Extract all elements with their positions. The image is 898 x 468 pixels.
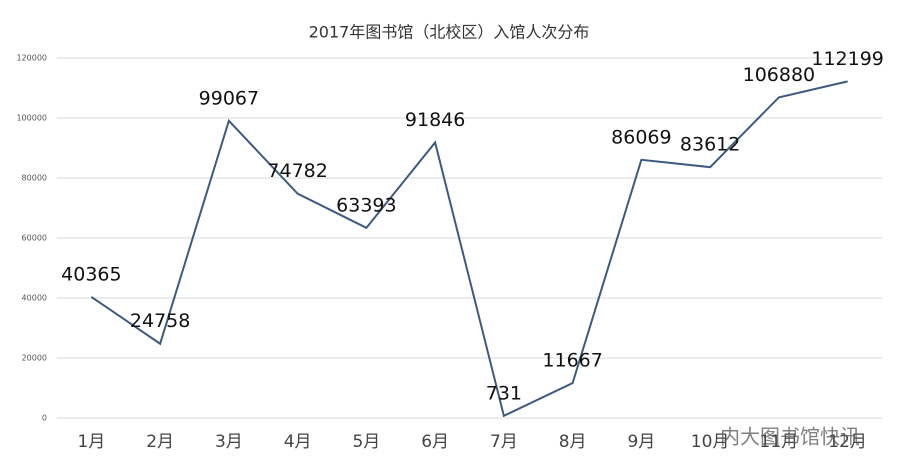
x-tick-label: 9月 bbox=[627, 432, 655, 452]
x-tick-label: 3月 bbox=[215, 432, 243, 452]
data-label: 74782 bbox=[267, 160, 327, 182]
x-tick-label: 12月 bbox=[828, 432, 867, 452]
y-tick-label: 0 bbox=[42, 414, 47, 423]
x-tick-label: 1月 bbox=[77, 432, 105, 452]
x-tick-label: 8月 bbox=[559, 432, 587, 452]
data-label: 40365 bbox=[61, 263, 121, 285]
y-tick-label: 120000 bbox=[16, 54, 47, 63]
data-label: 24758 bbox=[130, 310, 190, 332]
x-tick-label: 7月 bbox=[490, 432, 518, 452]
x-tick-label: 2月 bbox=[146, 432, 174, 452]
data-label: 91846 bbox=[405, 109, 465, 131]
x-tick-label: 4月 bbox=[284, 432, 312, 452]
y-tick-label: 40000 bbox=[22, 294, 47, 303]
x-tick-label: 11月 bbox=[760, 432, 799, 452]
data-label: 112199 bbox=[811, 48, 884, 70]
x-tick-label: 5月 bbox=[352, 432, 380, 452]
data-label: 731 bbox=[486, 382, 522, 404]
line bbox=[90, 80, 848, 418]
y-tick-label: 80000 bbox=[22, 174, 47, 183]
y-tick-label: 60000 bbox=[22, 234, 47, 243]
data-label: 63393 bbox=[336, 194, 396, 216]
data-label: 11667 bbox=[542, 349, 602, 371]
data-label: 106880 bbox=[743, 64, 816, 86]
data-label: 86069 bbox=[611, 126, 671, 148]
chart-title: 2017年图书馆（北校区）入馆人次分布 bbox=[309, 23, 590, 42]
watermark: 内大图书馆快讯 bbox=[720, 425, 860, 449]
y-tick-label: 100000 bbox=[16, 114, 47, 123]
data-label: 83612 bbox=[680, 134, 740, 156]
y-tick-label: 20000 bbox=[22, 354, 47, 363]
x-tick-label: 6月 bbox=[421, 432, 449, 452]
data-label: 99067 bbox=[199, 87, 259, 109]
x-tick-label: 10月 bbox=[691, 432, 730, 452]
